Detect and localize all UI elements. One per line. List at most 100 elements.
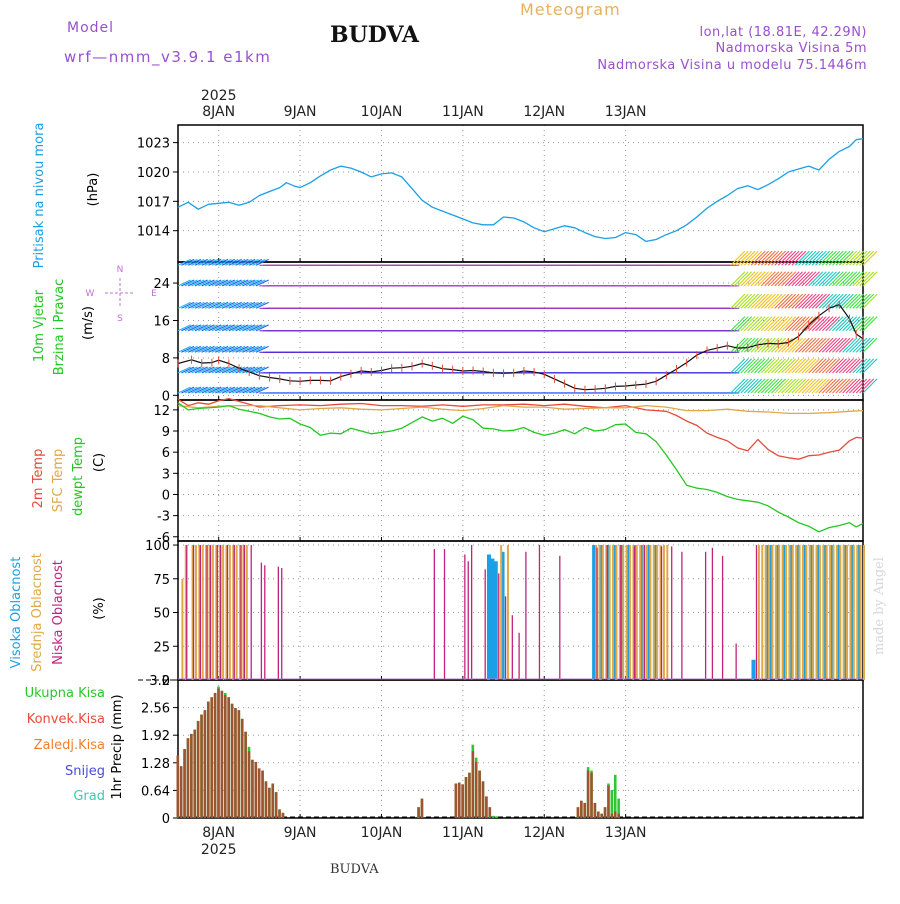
cloud-mid-bar — [859, 545, 862, 680]
top-day-label: 11JAN — [442, 104, 484, 120]
cloud-mid-bar — [832, 545, 835, 680]
wind-vane — [211, 386, 225, 394]
wind-ytick-label: 8 — [162, 352, 170, 367]
wind-vane — [242, 301, 256, 309]
wind-vane — [828, 378, 844, 394]
wind-vane — [204, 258, 219, 266]
wind-vane — [177, 279, 191, 287]
clouds-ytick-label: 100 — [145, 539, 170, 554]
precip-conv-bar — [210, 697, 214, 818]
wind-vane — [737, 250, 753, 266]
wind-ylabel-1: 10m Vjetar — [32, 289, 47, 362]
wind-vane — [794, 337, 810, 353]
wind-vane — [194, 301, 208, 309]
precip-conv-bar — [176, 755, 180, 818]
wind-vane — [815, 293, 831, 309]
wind-vane — [750, 293, 766, 309]
cloud-mid-bar — [215, 545, 218, 680]
wind-vane — [845, 337, 861, 353]
precip-conv-bar — [474, 761, 478, 818]
precip-legend-item: Snijeg — [65, 764, 105, 779]
wind-vane — [743, 250, 759, 266]
wind-vane — [733, 378, 749, 394]
precip-conv-bar — [237, 710, 241, 818]
cloud-high-bar — [490, 558, 495, 680]
wind-vane — [733, 293, 749, 309]
wind-vane — [855, 293, 871, 309]
cloud-high-bar — [486, 554, 491, 680]
wind-vane — [821, 271, 837, 287]
cloud-mid-bar — [639, 545, 642, 680]
lonlat-label: lon,lat (18.81E, 42.29N) — [699, 25, 867, 40]
cloud-mid-bar — [615, 545, 618, 680]
wind-vane — [747, 378, 763, 394]
cloud-mid-bar — [791, 545, 794, 680]
wind-vane — [201, 345, 215, 353]
wind-vane — [181, 386, 195, 394]
wind-vane — [798, 378, 814, 394]
cloud-mid-bar — [768, 545, 771, 680]
wind-vane — [218, 366, 232, 374]
wind-vane — [740, 358, 756, 374]
wind-vane — [737, 271, 753, 287]
precip-conv-bar — [590, 772, 593, 818]
wind-vane — [221, 366, 236, 374]
wind-ylabel-2: Brzina i Pravac — [52, 279, 67, 376]
cloud-high-bar — [592, 545, 597, 680]
cloud-mid-bar — [198, 545, 201, 680]
wind-vane — [218, 279, 232, 287]
wind-vane — [859, 378, 875, 394]
wind-vane — [811, 337, 827, 353]
elevation-label: Nadmorska Visina 5m — [715, 41, 867, 56]
wind-vane — [859, 337, 875, 353]
wind-vane — [859, 316, 875, 332]
wind-vane — [784, 378, 800, 394]
wind-vane — [845, 316, 861, 332]
cloud-high-bar — [775, 545, 780, 680]
wind-vane — [757, 358, 773, 374]
wind-vane — [804, 358, 820, 374]
wind-vane — [811, 316, 827, 332]
wind-vane — [191, 345, 205, 353]
wind-vane — [825, 378, 841, 394]
wind-vane — [187, 324, 202, 332]
cloud-high-bar — [626, 545, 631, 680]
cloud-low-bar — [525, 551, 527, 680]
wind-vane — [177, 345, 191, 353]
wind-vane — [760, 293, 776, 309]
wind-vane — [781, 250, 797, 266]
cloud-mid-bar — [839, 545, 842, 680]
wind-vane — [774, 337, 790, 353]
wind-vane — [804, 271, 820, 287]
precip-conv-bars — [176, 688, 620, 818]
cloud-high-bar — [836, 545, 841, 680]
wind-vane — [764, 250, 780, 266]
cloud-high-bar — [849, 545, 854, 680]
wind-vane — [215, 258, 229, 266]
wind-vane — [828, 316, 844, 332]
wind-vane — [788, 337, 803, 353]
wind-vane — [804, 293, 820, 309]
wind-vane — [215, 279, 229, 287]
wind-vane — [852, 378, 868, 394]
wind-vane — [743, 358, 759, 374]
wind-vane — [757, 293, 773, 309]
wind-vane — [187, 345, 202, 353]
precip-conv-bar — [468, 772, 471, 818]
wind-vane — [252, 279, 266, 287]
precip-conv-bar — [596, 811, 600, 818]
temp-2m-line — [177, 397, 864, 460]
wind-vane — [828, 293, 844, 309]
wind-vane — [191, 279, 205, 287]
wind-vane — [784, 358, 800, 374]
wind-vane — [225, 386, 239, 394]
cloud-mid-bar — [242, 545, 245, 680]
cloud-high-bar — [822, 545, 827, 680]
precip-conv-bar — [613, 811, 617, 818]
wind-vane — [750, 378, 766, 394]
wind-vane — [832, 378, 848, 394]
wind-vane — [740, 271, 756, 287]
cloud-high-bar — [646, 545, 651, 680]
cloud-low-bar — [226, 545, 229, 680]
